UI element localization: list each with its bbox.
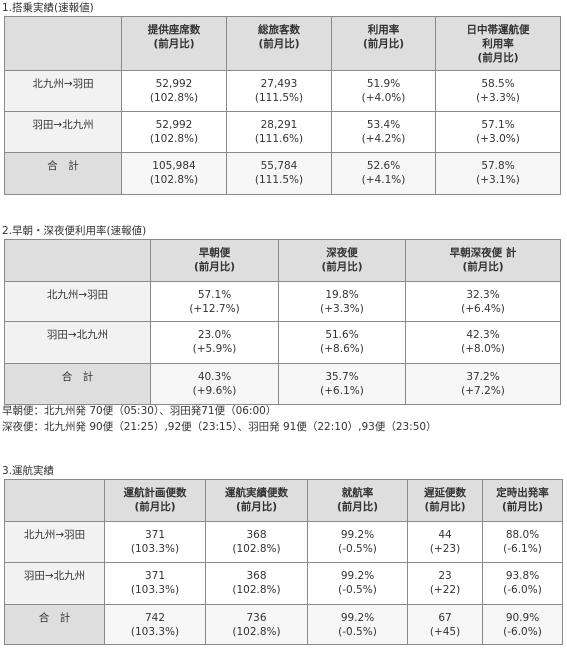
header-late-flights: 深夜便 (前月比) <box>278 239 406 282</box>
data-cell: 371 (103.3%) <box>104 562 206 605</box>
table-header-row: 提供座席数 (前月比) 総旅客数 (前月比) 利用率 (前月比) 日中帯運航便 … <box>4 16 561 71</box>
table-row: 北九州→羽田 371 (103.3%) 368 (102.8%) 99.2% (-0.… <box>4 521 563 563</box>
data-cell: 23 (+22) <box>407 562 483 605</box>
total-row: 合 計 40.3% (+9.6%) 35.7% (+6.1%) 37.2% (+7.2… <box>4 363 561 405</box>
data-cell: 58.5% (+3.3%) <box>435 70 561 112</box>
header-daytime-load-factor: 日中帯運航便 利用率 (前月比) <box>435 16 561 71</box>
data-cell: 19.8% (+3.3%) <box>278 281 406 322</box>
header-load-factor: 利用率 (前月比) <box>331 16 436 71</box>
data-cell: 28,291 (111.6%) <box>226 111 332 153</box>
header-operation-rate: 就航率 (前月比) <box>307 479 408 522</box>
data-cell: 57.8% (+3.1%) <box>435 152 561 195</box>
data-cell: 32.3% (+6.4%) <box>405 281 561 322</box>
table-row: 北九州→羽田 57.1% (+12.7%) 19.8% (+3.3%) 32.3%(… <box>4 281 561 322</box>
data-cell: 371 (103.3%) <box>104 521 206 563</box>
data-cell: 57.1% (+12.7%) <box>150 281 279 322</box>
header-early-flights: 早朝便 (前月比) <box>150 239 279 282</box>
header-planned-flights: 運航計画便数 (前月比) <box>104 479 206 522</box>
data-cell: 27,493 (111.5%) <box>226 70 332 112</box>
data-cell: 37.2% (+7.2%) <box>405 363 561 405</box>
data-cell: 53.4% (+4.2%) <box>331 111 436 153</box>
data-cell: 88.0% (-6.1%) <box>482 521 563 563</box>
data-cell: 40.3% (+9.6%) <box>150 363 279 405</box>
total-row: 合 計 742 (103.3%) 736 (102.8%) 99.2% (-0.5%)… <box>4 604 563 645</box>
row-label: 羽田→北九州 <box>4 562 105 605</box>
table-header-row: 早朝便 (前月比) 深夜便 (前月比) 早朝深夜便 計 (前月比) <box>4 239 561 282</box>
flight-operations-table: 運航計画便数 (前月比) 運航実績便数 (前月比) 就航率 (前月比) 遅延便数… <box>4 479 563 645</box>
header-early-late-total: 早朝深夜便 計 (前月比) <box>405 239 561 282</box>
row-label: 羽田→北九州 <box>4 111 122 153</box>
data-cell: 35.7% (+6.1%) <box>278 363 406 405</box>
data-cell: 51.6% (+8.6%) <box>278 321 406 364</box>
header-operated-flights: 運航実績便数 (前月比) <box>205 479 308 522</box>
data-cell: 52,992 (102.8%) <box>121 70 227 112</box>
total-label: 合 計 <box>4 152 122 195</box>
data-cell: 67 (+45) <box>407 604 483 645</box>
data-cell: 52,992 (102.8%) <box>121 111 227 153</box>
section3-heading: 3.運航実績 <box>2 465 55 477</box>
data-cell: 99.2% (-0.5%) <box>307 604 408 645</box>
row-label: 北九州→羽田 <box>4 521 105 563</box>
early-flights-note: 早朝便：北九州発 70便（05:30）、羽田発71便（06:00） <box>2 405 277 417</box>
data-cell: 44 (+23) <box>407 521 483 563</box>
row-label: 北九州→羽田 <box>4 281 151 322</box>
data-cell: 99.2% (-0.5%) <box>307 521 408 563</box>
data-cell: 52.6% (+4.1%) <box>331 152 436 195</box>
total-label: 合 計 <box>4 363 151 405</box>
data-cell: 42.3% (+8.0%) <box>405 321 561 364</box>
table-row: 羽田→北九州 371 (103.3%) 368 (102.8%) 99.2% (-0.… <box>4 562 563 605</box>
data-cell: 57.1% (+3.0%) <box>435 111 561 153</box>
row-label: 羽田→北九州 <box>4 321 151 364</box>
table-row: 羽田→北九州 23.0% (+5.9%) 51.6% (+8.6%) 42.3% (+… <box>4 321 561 364</box>
section2-heading: 2.早朝・深夜便利用率(速報値) <box>2 225 147 237</box>
corner-header-cell <box>4 16 122 71</box>
header-seats: 提供座席数 (前月比) <box>121 16 227 71</box>
header-passengers: 総旅客数 (前月比) <box>226 16 332 71</box>
data-cell: 55,784 (111.5%) <box>226 152 332 195</box>
table-row: 北九州→羽田 52,992 (102.8%) 27,493 (111.5%) 51.… <box>4 70 561 112</box>
early-late-flights-table: 早朝便 (前月比) 深夜便 (前月比) 早朝深夜便 計 (前月比) 北九州→羽田… <box>4 239 561 405</box>
data-cell: 368 (102.8%) <box>205 521 308 563</box>
corner-header-cell <box>4 239 151 282</box>
total-row: 合 計 105,984 (102.8%) 55,784 (111.5%) 52.6%… <box>4 152 561 195</box>
table-row: 羽田→北九州 52,992 (102.8%) 28,291 (111.6%) 53.… <box>4 111 561 153</box>
data-cell: 742 (103.3%) <box>104 604 206 645</box>
header-on-time-rate: 定時出発率 (前月比) <box>482 479 563 522</box>
section1-heading: 1.搭乗実績(速報値) <box>2 2 94 14</box>
boarding-results-table: 提供座席数 (前月比) 総旅客数 (前月比) 利用率 (前月比) 日中帯運航便 … <box>4 16 561 195</box>
data-cell: 93.8% (-6.0%) <box>482 562 563 605</box>
row-label: 北九州→羽田 <box>4 70 122 112</box>
late-flights-note: 深夜便：北九州発 90便（21:25）,92便（23:15）、羽田発 91便（2… <box>2 421 437 433</box>
data-cell: 90.9% (-6.0%) <box>482 604 563 645</box>
table-header-row: 運航計画便数 (前月比) 運航実績便数 (前月比) 就航率 (前月比) 遅延便数… <box>4 479 563 522</box>
data-cell: 368 (102.8%) <box>205 562 308 605</box>
data-cell: 99.2% (-0.5%) <box>307 562 408 605</box>
data-cell: 23.0% (+5.9%) <box>150 321 279 364</box>
total-label: 合 計 <box>4 604 105 645</box>
data-cell: 51.9% (+4.0%) <box>331 70 436 112</box>
data-cell: 105,984 (102.8%) <box>121 152 227 195</box>
corner-header-cell <box>4 479 105 522</box>
header-delayed-flights: 遅延便数 (前月比) <box>407 479 483 522</box>
data-cell: 736 (102.8%) <box>205 604 308 645</box>
